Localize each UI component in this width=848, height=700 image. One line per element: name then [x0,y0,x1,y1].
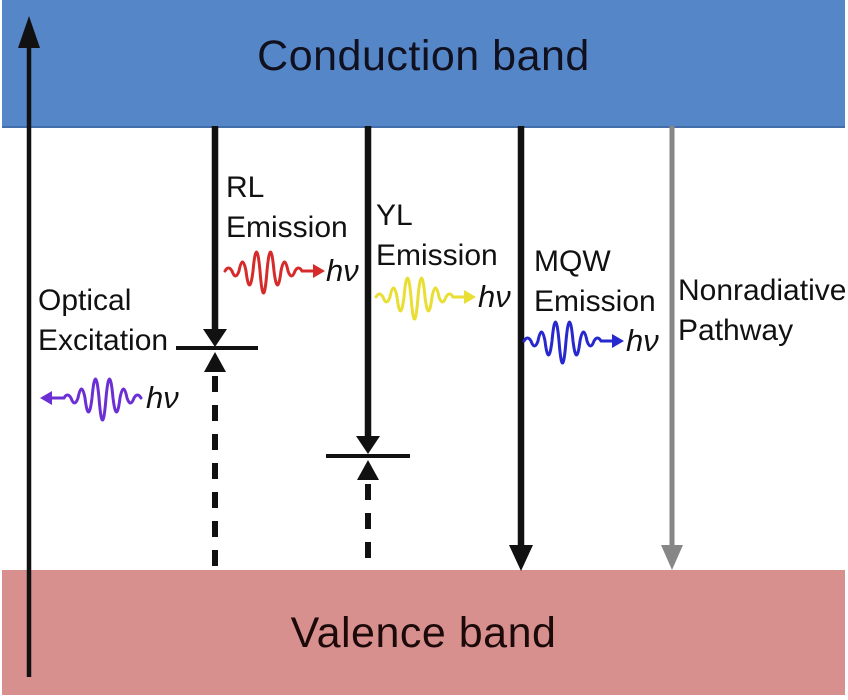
mqw-emission-arrow [509,126,533,571]
yl-emission-label-line1: YL [376,199,413,232]
rl-photon-arrowhead-icon [313,264,325,278]
rl-emission-arrow [176,126,258,570]
excitation-photon-wave [62,377,143,422]
yl-emission-arrow [326,126,410,570]
mqw-emission-label-line1: MQW [534,245,611,278]
mqw-emission-label: MQW Emission [534,242,656,322]
yl-emission-label: YL Emission [376,196,498,276]
rl-emission-label-line2: Emission [226,211,348,244]
nonradiative-pathway-label-line1: Nonradiative [678,274,847,307]
rl-down-arrowhead-icon [203,329,227,347]
mqw-photon-wave [522,320,603,365]
mqw-photon-arrowhead-icon [612,334,624,348]
optical-excitation-arrow [18,16,40,677]
rl-emission-label-line1: RL [226,171,265,204]
optical-excitation-label: Optical Excitation [38,281,168,361]
conduction-band-label: Conduction band [257,31,590,80]
nonradiative-pathway-label: Nonradiative Pathway [678,271,846,351]
valence-band-label: Valence band [290,609,557,657]
nonradiative-pathway-arrow [661,126,683,570]
nonradiative-pathway-label-line2: Pathway [678,314,794,347]
yl-photon-arrowhead-icon [464,290,476,304]
mqw-emission-label-line2: Emission [534,285,656,318]
yl-emission-label-line2: Emission [376,239,498,272]
yl-photon-icon [374,276,476,321]
excitation-photon-arrowhead-icon [40,391,52,405]
rl-photon-wave [223,250,304,295]
excitation-hv-label: hν [146,380,179,415]
mqw-photon-icon [522,320,624,365]
yl-down-arrowhead-icon [356,436,380,454]
valence-band: Valence band [2,570,845,695]
nonradiative-arrowhead-icon [661,545,683,570]
rl-emission-label: RL Emission [226,168,348,248]
conduction-band: Conduction band [2,0,845,128]
optical-excitation-arrowhead-icon [18,16,40,48]
yl-hv-label: hν [478,279,511,314]
rl-hv-label: hν [326,253,359,288]
optical-excitation-label-line1: Optical [38,284,132,317]
mqw-hv-label: hν [626,323,659,358]
yl-up-arrowhead-icon [357,460,379,480]
yl-photon-wave [374,276,455,321]
mqw-down-arrowhead-icon [509,545,533,571]
excitation-photon-icon [40,377,143,422]
rl-up-arrowhead-icon [204,352,226,372]
optical-excitation-label-line2: Excitation [38,324,169,357]
rl-photon-icon [223,250,325,295]
